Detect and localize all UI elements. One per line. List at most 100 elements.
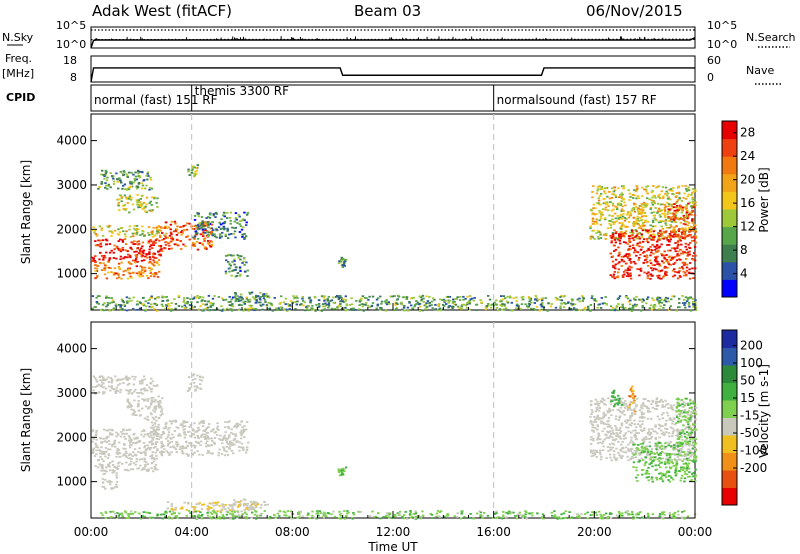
scatter-cell (152, 226, 155, 229)
scatter-cell (653, 236, 656, 238)
scatter-cell (662, 306, 665, 309)
scatter-cell (612, 223, 615, 225)
scatter-cell (348, 303, 351, 306)
scatter-cell (160, 442, 163, 445)
scatter-cell (130, 198, 133, 201)
scatter-cell (199, 511, 202, 514)
scatter-cell (226, 307, 229, 310)
scatter-cell (676, 191, 680, 194)
scatter-cell (650, 211, 653, 214)
scatter-cell (626, 267, 630, 270)
scatter-cell (337, 304, 341, 307)
scatter-cell (215, 228, 218, 231)
scatter-cell (229, 517, 232, 520)
scatter-cell (633, 407, 636, 410)
scatter-cell (157, 417, 161, 420)
scatter-cell (128, 262, 132, 265)
scatter-cell (183, 431, 186, 434)
scatter-cell (134, 388, 137, 391)
scatter-cell (657, 276, 660, 279)
scatter-cell (206, 300, 210, 303)
scatter-cell (107, 266, 111, 269)
scatter-cell (125, 469, 128, 471)
scatter-cell (193, 242, 196, 245)
scatter-cell (157, 433, 160, 435)
scatter-cell (649, 273, 653, 276)
scatter-cell (119, 391, 122, 394)
scatter-cell (228, 267, 232, 270)
scatter-cell (602, 202, 605, 205)
scatter-cell (691, 267, 694, 270)
scatter-cell (122, 270, 125, 273)
scatter-cell (658, 277, 662, 280)
scatter-cell (201, 433, 205, 436)
scatter-cell (673, 209, 676, 212)
scatter-cell (224, 426, 227, 429)
scatter-cell (678, 192, 681, 195)
scatter-cell (665, 457, 668, 460)
scatter-cell (276, 512, 280, 515)
scatter-cell (121, 378, 125, 380)
scatter-cell (232, 504, 235, 507)
scatter-cell (125, 375, 128, 378)
scatter-cell (125, 389, 128, 392)
scatter-cell (244, 307, 247, 310)
scatter-cell (652, 185, 655, 187)
scatter-cell (491, 303, 494, 306)
scatter-cell (116, 512, 119, 514)
scatter-cell (111, 443, 114, 446)
scatter-cell (116, 467, 119, 470)
scatter-cell (558, 299, 562, 301)
scatter-cell (143, 417, 147, 420)
scatter-cell (605, 232, 608, 235)
scatter-cell (115, 386, 118, 389)
scatter-cell (633, 449, 637, 452)
scatter-cell (99, 239, 102, 242)
scatter-cell (141, 208, 144, 210)
scatter-cell (139, 517, 142, 520)
scatter-cell (642, 516, 646, 519)
scatter-cell (104, 256, 107, 259)
scatter-cell (224, 421, 227, 423)
scatter-cell (125, 207, 128, 210)
scatter-cell (317, 514, 320, 517)
scatter-cell (193, 174, 197, 176)
scatter-cell (564, 510, 567, 513)
scatter-cell (342, 473, 345, 476)
scatter-cell (591, 511, 594, 513)
scatter-cell (159, 245, 163, 247)
scatter-cell (659, 235, 662, 237)
scatter-cell (162, 445, 166, 448)
scatter-cell (303, 301, 306, 304)
scatter-cell (693, 214, 697, 217)
scatter-cell (370, 305, 373, 308)
scatter-cell (421, 515, 425, 518)
scatter-cell (580, 513, 583, 515)
scatter-cell (92, 448, 95, 451)
scatter-cell (589, 421, 592, 424)
scatter-cell (302, 304, 305, 307)
scatter-cell (688, 305, 691, 308)
scatter-cell (637, 432, 640, 434)
scatter-cell (259, 514, 262, 517)
scatter-cell (208, 309, 211, 312)
scatter-cell (660, 432, 664, 435)
scatter-cell (547, 302, 550, 305)
scatter-cell (658, 418, 661, 421)
scatter-cell (248, 300, 251, 303)
scatter-cell (127, 389, 130, 392)
scatter-cell (327, 306, 330, 309)
scatter-cell (159, 246, 163, 248)
scatter-cell (637, 213, 641, 215)
scatter-cell (160, 452, 163, 455)
scatter-cell (596, 424, 599, 427)
scatter-cell (150, 262, 154, 265)
scatter-cell (330, 307, 334, 310)
scatter-cell (142, 429, 146, 431)
freq-label: Freq. (5, 52, 32, 65)
scatter-cell (284, 511, 287, 514)
scatter-cell (238, 303, 242, 306)
scatter-cell (127, 517, 130, 519)
scatter-cell (182, 243, 185, 246)
scatter-cell (688, 444, 691, 447)
